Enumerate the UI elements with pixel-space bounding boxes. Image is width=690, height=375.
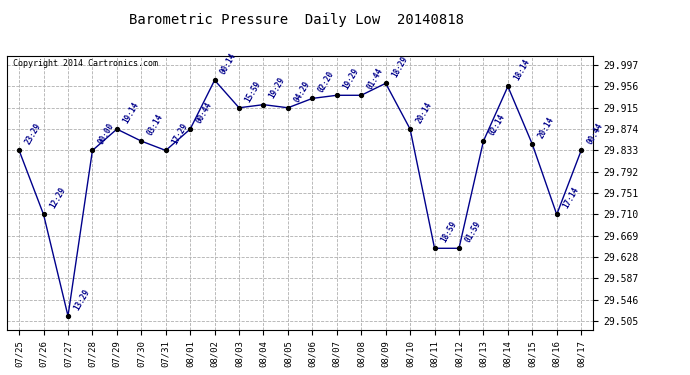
Point [404, 126, 415, 132]
Text: Pressure  (Inches/Hg): Pressure (Inches/Hg) [506, 41, 629, 51]
Point [160, 147, 171, 153]
Point [282, 105, 293, 111]
Text: 03:14: 03:14 [146, 112, 165, 137]
Point [14, 147, 25, 153]
Text: 23:29: 23:29 [23, 122, 43, 146]
Text: 02:20: 02:20 [317, 70, 336, 94]
Point [478, 138, 489, 144]
Point [87, 147, 98, 153]
Point [453, 245, 464, 251]
Text: 19:29: 19:29 [268, 76, 287, 100]
Text: 20:14: 20:14 [414, 100, 433, 125]
Text: 19:29: 19:29 [341, 67, 360, 91]
Point [63, 313, 74, 319]
Text: 01:44: 01:44 [366, 67, 385, 91]
Text: 20:14: 20:14 [536, 116, 556, 140]
Point [429, 245, 440, 251]
Text: 17:14: 17:14 [561, 186, 580, 210]
Point [380, 80, 391, 86]
Text: 17:29: 17:29 [170, 122, 189, 146]
Text: 12:29: 12:29 [48, 186, 67, 210]
Point [551, 211, 562, 217]
Point [258, 102, 269, 108]
Point [575, 147, 586, 153]
Point [185, 126, 196, 132]
Point [526, 141, 538, 147]
Text: 19:14: 19:14 [121, 100, 140, 125]
Text: 04:29: 04:29 [292, 79, 311, 104]
Text: 00:00: 00:00 [97, 122, 116, 146]
Text: 15:59: 15:59 [243, 79, 263, 104]
Point [356, 92, 367, 98]
Text: 02:14: 02:14 [488, 112, 507, 137]
Text: 01:59: 01:59 [463, 220, 482, 244]
Text: Copyright 2014 Cartronics.com: Copyright 2014 Cartronics.com [13, 59, 158, 68]
Text: 00:44: 00:44 [585, 122, 604, 146]
Point [38, 211, 49, 217]
Point [136, 138, 147, 144]
Point [111, 126, 122, 132]
Text: 00:14: 00:14 [219, 51, 238, 76]
Point [307, 95, 318, 101]
Text: 18:14: 18:14 [512, 58, 531, 82]
Text: Barometric Pressure  Daily Low  20140818: Barometric Pressure Daily Low 20140818 [129, 13, 464, 27]
Point [233, 105, 244, 111]
Text: 13:29: 13:29 [72, 287, 92, 312]
Text: 18:29: 18:29 [390, 55, 409, 79]
Point [331, 92, 342, 98]
Point [209, 77, 220, 83]
Point [502, 83, 513, 89]
Text: 18:59: 18:59 [439, 220, 458, 244]
Text: 00:44: 00:44 [195, 100, 214, 125]
